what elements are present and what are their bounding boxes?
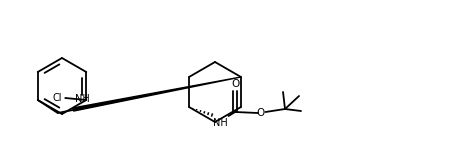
Polygon shape — [73, 77, 241, 111]
Text: O: O — [256, 108, 264, 118]
Text: Cl: Cl — [53, 93, 62, 103]
Text: NH: NH — [213, 118, 228, 128]
Text: NH: NH — [75, 94, 89, 104]
Text: O: O — [231, 79, 239, 89]
